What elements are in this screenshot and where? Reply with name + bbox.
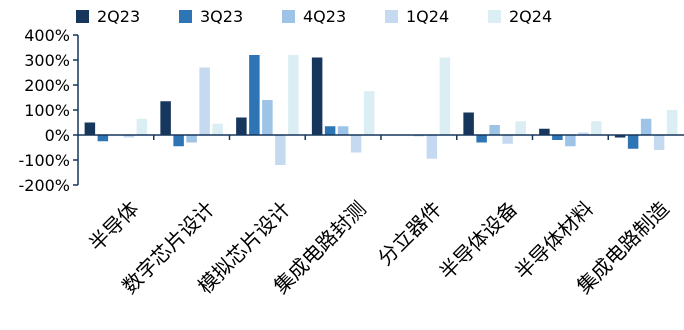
bar (186, 135, 197, 143)
bar (275, 135, 286, 165)
x-tick-label: 分立器件 (373, 197, 447, 271)
y-tick-label: 100% (24, 101, 70, 120)
bar (476, 135, 487, 143)
bar (97, 135, 109, 142)
bar (502, 135, 513, 144)
bar (212, 123, 223, 135)
bar (552, 135, 563, 140)
bar (123, 135, 135, 138)
bar (539, 128, 550, 135)
legend-label: 3Q23 (200, 7, 243, 26)
bar (84, 122, 96, 135)
bar (627, 135, 639, 149)
bar (236, 117, 247, 135)
bar (614, 135, 626, 138)
bar (262, 100, 273, 135)
legend-label: 2Q24 (509, 7, 552, 26)
bar (578, 132, 589, 135)
legend-swatch (179, 10, 192, 23)
legend-label: 2Q23 (97, 7, 140, 26)
bar (136, 118, 148, 135)
bar (350, 135, 362, 153)
bar (199, 67, 210, 135)
bar (565, 135, 576, 147)
y-tick-label: 0% (45, 126, 70, 145)
bar (666, 110, 678, 135)
bar (426, 135, 438, 159)
bar (337, 126, 349, 135)
bar (160, 101, 171, 135)
bar (439, 57, 451, 135)
bar (173, 135, 184, 147)
x-tick-label: 半导体 (84, 197, 143, 256)
legend-label: 4Q23 (303, 7, 346, 26)
bar (249, 55, 260, 135)
bar (489, 125, 500, 135)
y-tick-label: -200% (18, 176, 70, 195)
axes (73, 34, 684, 186)
bar (653, 135, 665, 150)
bar (363, 91, 375, 135)
legend-swatch (282, 10, 295, 23)
legend-swatch (76, 10, 89, 23)
legend-swatch (488, 10, 501, 23)
bar (591, 121, 602, 135)
legend-label: 1Q24 (406, 7, 449, 26)
bar (324, 126, 336, 135)
bar (515, 121, 526, 135)
legend: 2Q23 3Q23 4Q23 1Q24 2Q24 (76, 7, 552, 26)
bars (84, 55, 678, 165)
legend-swatch (385, 10, 398, 23)
y-tick-label: 300% (24, 51, 70, 70)
bar (463, 112, 474, 135)
bar (640, 118, 652, 135)
bar (288, 55, 299, 135)
bar (311, 57, 323, 135)
y-tick-label: 400% (24, 26, 70, 45)
y-tick-label: 200% (24, 76, 70, 95)
y-tick-label: -100% (18, 151, 70, 170)
y-tick-labels: -200% -100% 0% 100% 200% 300% 400% (18, 26, 70, 195)
x-tick-label: 半导体设备 (434, 197, 522, 285)
